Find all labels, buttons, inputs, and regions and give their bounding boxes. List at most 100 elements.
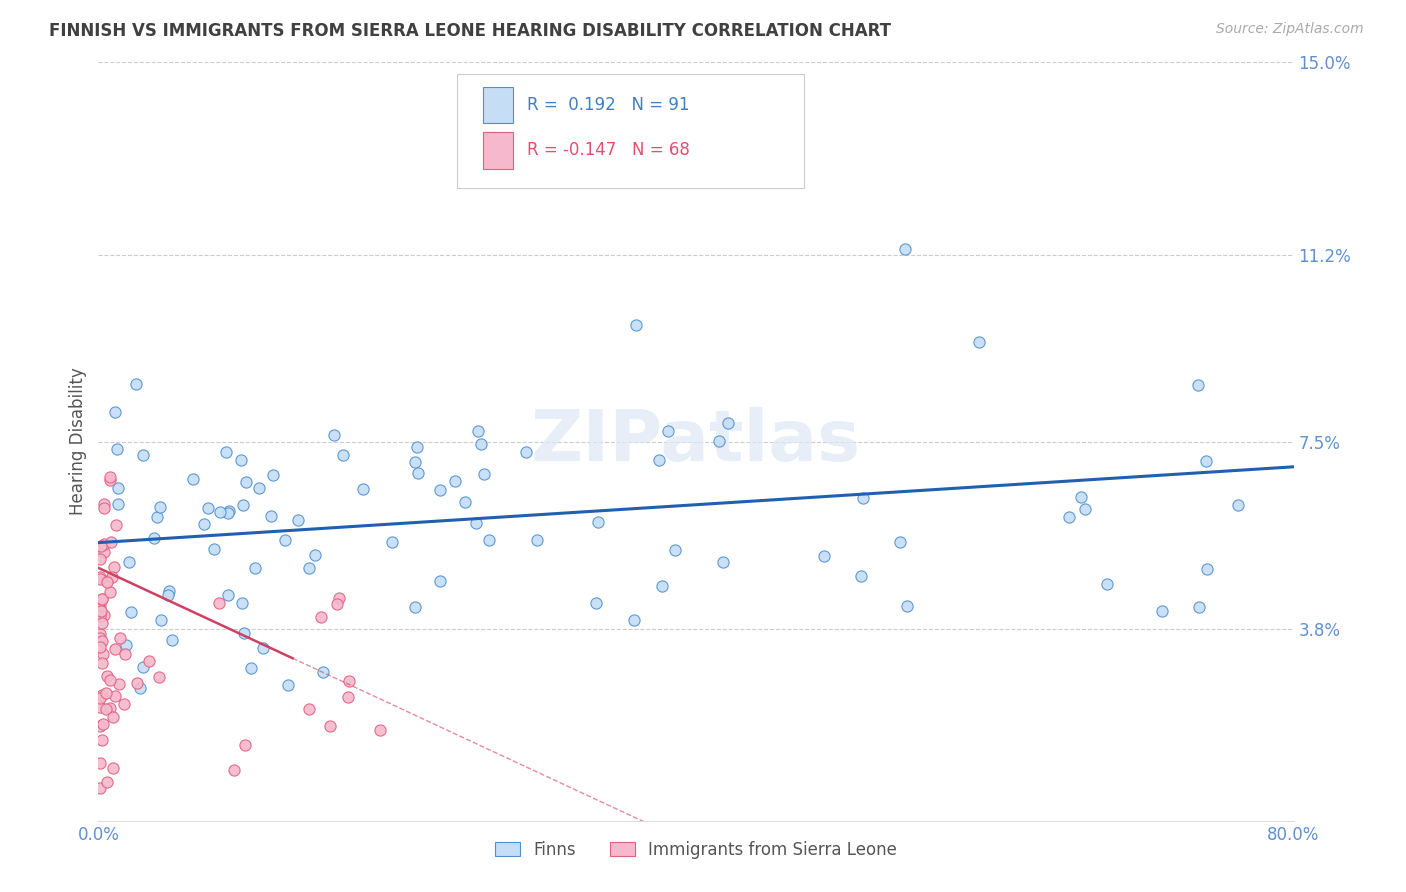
Point — [107, 677, 129, 691]
Point — [312, 665, 335, 680]
Point — [1195, 562, 1218, 576]
Point — [472, 467, 495, 481]
Point — [709, 434, 731, 448]
Point — [93, 500, 115, 515]
Point — [94, 702, 117, 716]
Text: Source: ZipAtlas.com: Source: ZipAtlas.com — [1216, 22, 1364, 37]
Point — [664, 543, 686, 558]
Point — [96, 574, 118, 588]
FancyBboxPatch shape — [484, 132, 513, 169]
Text: R =  0.192   N = 91: R = 0.192 N = 91 — [527, 96, 690, 114]
Point — [93, 497, 115, 511]
Point — [89, 627, 111, 641]
Point — [894, 243, 917, 257]
Point — [651, 579, 673, 593]
Point — [586, 515, 609, 529]
Point — [91, 616, 114, 631]
Point — [711, 555, 734, 569]
Point — [91, 656, 114, 670]
Point — [101, 710, 124, 724]
Point — [429, 483, 451, 498]
Point — [89, 718, 111, 732]
Point — [105, 442, 128, 456]
Point — [233, 738, 256, 752]
Point — [467, 424, 489, 438]
Point — [120, 605, 142, 619]
Point — [89, 570, 111, 584]
Point — [89, 607, 111, 621]
Point — [287, 513, 309, 527]
Point — [328, 591, 350, 605]
Point — [252, 640, 274, 655]
Point — [89, 699, 111, 714]
Point — [89, 602, 111, 616]
Point — [1188, 600, 1211, 615]
Point — [104, 642, 127, 657]
Point — [90, 591, 112, 606]
Point — [889, 535, 911, 549]
Point — [156, 588, 179, 602]
Point — [1097, 576, 1119, 591]
Point — [368, 723, 391, 737]
Point — [585, 596, 607, 610]
Point — [197, 500, 219, 515]
Point — [89, 608, 111, 623]
Point — [148, 670, 170, 684]
Point — [90, 732, 112, 747]
Point — [132, 660, 155, 674]
Point — [89, 552, 111, 566]
Point — [89, 632, 111, 646]
Point — [326, 597, 349, 611]
Point — [145, 510, 167, 524]
Point — [157, 583, 180, 598]
Point — [231, 596, 253, 610]
Point — [98, 473, 121, 487]
Point — [323, 428, 346, 442]
Point — [96, 775, 118, 789]
Point — [94, 686, 117, 700]
Point — [91, 717, 114, 731]
Point — [229, 453, 252, 467]
Point — [98, 673, 121, 687]
Point — [406, 440, 429, 454]
Point — [93, 537, 115, 551]
Point — [404, 455, 426, 469]
Point — [90, 539, 112, 553]
FancyBboxPatch shape — [484, 87, 513, 123]
Point — [304, 549, 326, 563]
Point — [352, 482, 374, 496]
Point — [404, 600, 426, 615]
Point — [181, 472, 204, 486]
Point — [132, 448, 155, 462]
Point — [464, 516, 486, 530]
Point — [477, 533, 499, 548]
Point — [247, 481, 270, 495]
Point — [208, 505, 231, 519]
Point — [232, 498, 254, 512]
Point — [896, 599, 918, 613]
Point — [128, 681, 150, 695]
Point — [444, 475, 467, 489]
Point — [429, 574, 451, 588]
Point — [1057, 510, 1080, 524]
Point — [217, 589, 239, 603]
Point — [298, 561, 321, 575]
Point — [849, 569, 872, 583]
Point — [100, 534, 122, 549]
Point — [626, 318, 648, 333]
Point — [215, 445, 238, 459]
Point — [98, 584, 121, 599]
Point — [103, 559, 125, 574]
Point — [224, 763, 246, 777]
Point — [90, 689, 112, 703]
Point — [332, 448, 354, 462]
Point — [91, 648, 114, 662]
Point — [1227, 498, 1250, 512]
Point — [107, 497, 129, 511]
Point — [149, 500, 172, 515]
Point — [107, 482, 129, 496]
Point — [262, 468, 284, 483]
Point — [115, 638, 138, 652]
Point — [160, 632, 183, 647]
Point — [526, 533, 548, 548]
